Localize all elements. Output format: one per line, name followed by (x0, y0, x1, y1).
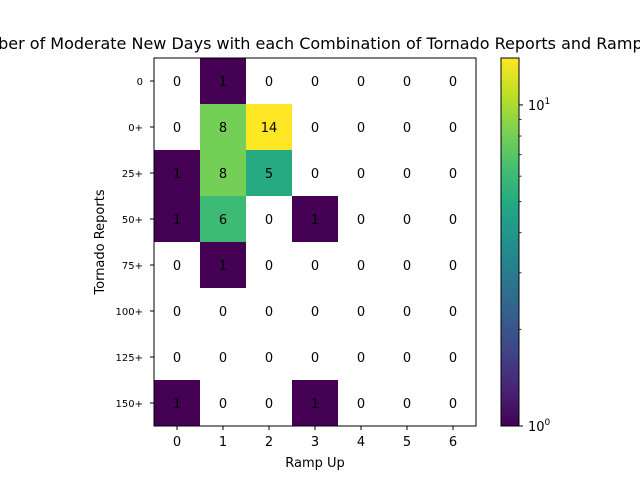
y-tick-label: 100+ (116, 307, 143, 318)
cell-value-label: 1 (219, 259, 227, 274)
cell-value-label: 0 (357, 305, 365, 320)
cell-value-label: 0 (265, 305, 273, 320)
heatmap-cell (246, 104, 292, 150)
y-tick-label: 75+ (122, 261, 143, 272)
colorbar-tick-label: 100 (528, 418, 551, 435)
y-tick-label: 0+ (128, 123, 143, 134)
cell-value-label: 0 (311, 351, 319, 366)
colorbar: 100 101 (500, 57, 551, 435)
cell-value-label: 0 (403, 305, 411, 320)
y-tick-label: 25+ (122, 169, 143, 180)
heatmap-cell (200, 58, 246, 104)
colorbar-tick-label: 101 (528, 97, 550, 114)
cell-value-label: 1 (311, 397, 319, 412)
cell-value-label: 0 (311, 121, 319, 136)
cell-value-label: 1 (173, 167, 181, 182)
cell-value-label: 0 (357, 167, 365, 182)
heatmap-cell (154, 150, 200, 196)
x-tick-label: 3 (311, 435, 319, 450)
cell-value-label: 1 (173, 397, 181, 412)
cell-value-label: 0 (449, 167, 457, 182)
cell-value-label: 0 (357, 121, 365, 136)
colorbar-frame (500, 57, 520, 427)
cell-value-label: 8 (219, 121, 227, 136)
cell-value-label: 0 (449, 121, 457, 136)
cell-value-label: 0 (173, 121, 181, 136)
cell-value-label: 0 (311, 167, 319, 182)
x-tick-label: 5 (403, 435, 411, 450)
cell-value-label: 0 (265, 259, 273, 274)
heatmap-cell (292, 196, 338, 242)
x-tick-label: 0 (173, 435, 181, 450)
heatmap-cell (292, 380, 338, 426)
cell-value-label: 6 (219, 213, 227, 228)
cell-value-label: 0 (265, 75, 273, 90)
heatmap-cell (246, 150, 292, 196)
x-axis-label: Ramp Up (285, 456, 345, 471)
cell-value-label: 0 (449, 305, 457, 320)
heatmap-cell (154, 196, 200, 242)
cell-value-label: 0 (403, 213, 411, 228)
x-tick-label: 1 (219, 435, 227, 450)
cell-value-label: 0 (403, 351, 411, 366)
cell-value-label: 0 (357, 259, 365, 274)
cell-value-label: 0 (173, 75, 181, 90)
cell-value-label: 1 (173, 213, 181, 228)
cell-value-label: 0 (173, 259, 181, 274)
cell-value-label: 0 (357, 213, 365, 228)
cell-value-label: 1 (219, 75, 227, 90)
cell-value-label: 0 (173, 351, 181, 366)
cell-value-label: 0 (357, 351, 365, 366)
cell-value-label: 0 (449, 213, 457, 228)
heatmap-cell (200, 150, 246, 196)
cell-value-label: 0 (403, 75, 411, 90)
heatmap-cell (200, 242, 246, 288)
cell-value-label: 0 (311, 259, 319, 274)
cell-value-label: 0 (449, 259, 457, 274)
heatmap-cells (154, 58, 338, 426)
heatmap-cell (200, 104, 246, 150)
y-axis-label: Tornado Reports (93, 189, 108, 295)
cell-value-label: 0 (311, 305, 319, 320)
cell-value-label: 0 (219, 305, 227, 320)
cell-value-label: 0 (311, 75, 319, 90)
chart-title: Number of Moderate New Days with each Co… (0, 34, 640, 53)
cell-value-label: 0 (357, 397, 365, 412)
cell-value-label: 0 (449, 75, 457, 90)
heatmap-cell (154, 380, 200, 426)
cell-value-label: 1 (311, 213, 319, 228)
y-tick-label: 150+ (116, 399, 143, 410)
cell-value-label: 0 (219, 351, 227, 366)
x-tick-label: 6 (449, 435, 457, 450)
cell-value-labels: 0 1 0 0 0 0 0 0 8 14 0 0 0 0 1 8 5 0 0 0 0 1 6 0 1 0 0 0 0 1 0 0 0 0 0 0 0 0 0… (173, 75, 457, 412)
cell-value-label: 0 (449, 351, 457, 366)
cell-value-label: 0 (265, 351, 273, 366)
cell-value-label: 0 (265, 213, 273, 228)
cell-value-label: 0 (219, 397, 227, 412)
cell-value-label: 5 (265, 167, 273, 182)
cell-value-label: 0 (403, 259, 411, 274)
x-axis: 0 1 2 3 4 5 6 (173, 426, 457, 450)
y-tick-label: 50+ (122, 215, 143, 226)
y-tick-label: 0 (137, 77, 143, 88)
heatmap-cell (200, 196, 246, 242)
y-axis: 0 0+ 25+ 50+ 75+ 100+ 125+ 150+ (116, 77, 154, 410)
cell-value-label: 0 (403, 167, 411, 182)
cell-value-label: 0 (173, 305, 181, 320)
colorbar-gradient (501, 58, 519, 426)
x-tick-label: 4 (357, 435, 365, 450)
y-tick-label: 125+ (116, 353, 143, 364)
cell-value-label: 14 (261, 121, 278, 136)
cell-value-label: 0 (403, 121, 411, 136)
cell-value-label: 0 (403, 397, 411, 412)
cell-value-label: 0 (449, 397, 457, 412)
cell-value-label: 0 (357, 75, 365, 90)
cell-value-label: 0 (265, 397, 273, 412)
x-tick-label: 2 (265, 435, 273, 450)
cell-value-label: 8 (219, 167, 227, 182)
